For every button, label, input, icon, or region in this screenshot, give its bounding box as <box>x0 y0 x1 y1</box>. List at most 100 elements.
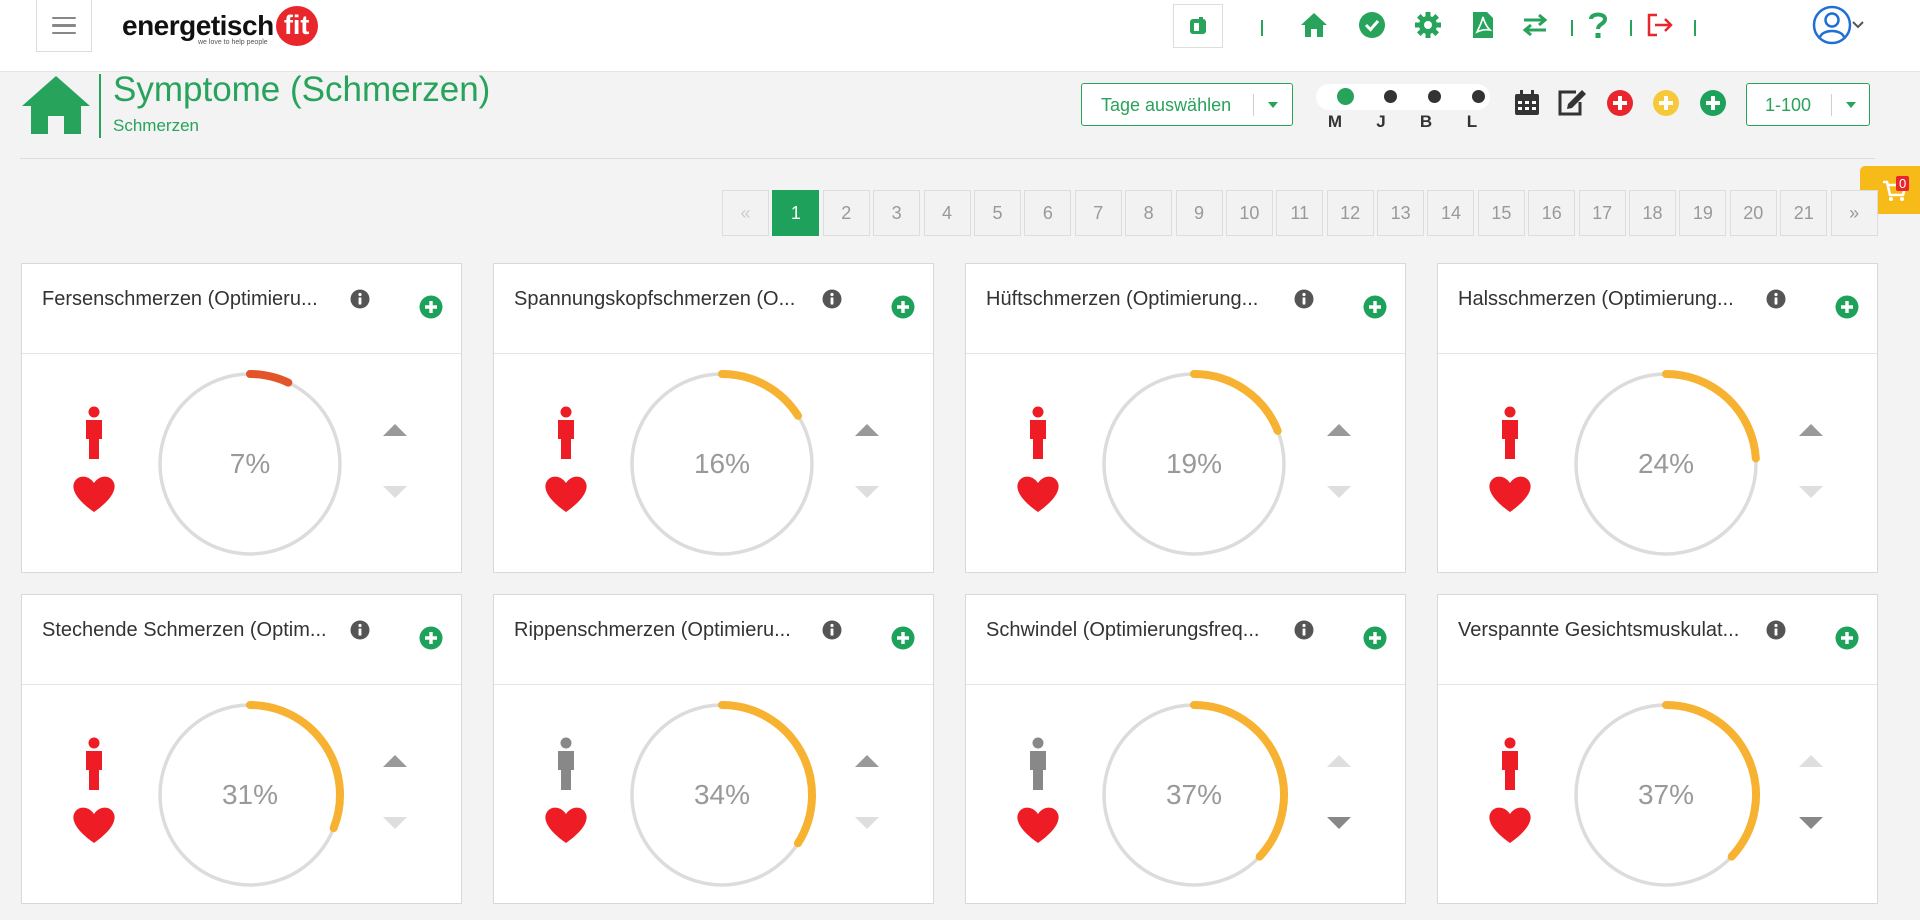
add-circle-icon[interactable] <box>1835 295 1859 319</box>
person-icon <box>1030 406 1046 459</box>
gauge-arc <box>718 701 816 848</box>
info-icon[interactable] <box>1294 620 1314 640</box>
add-yellow-button[interactable] <box>1650 87 1682 119</box>
pagination-page-3[interactable]: 3 <box>873 190 921 236</box>
nav-settings-button[interactable] <box>1413 10 1443 40</box>
calendar-button[interactable] <box>1511 87 1543 119</box>
pagination-page-2[interactable]: 2 <box>822 190 870 236</box>
pagination-page-10[interactable]: 10 <box>1225 190 1273 236</box>
pagination-page-11[interactable]: 11 <box>1276 190 1324 236</box>
pagination-prev[interactable]: « <box>722 190 769 236</box>
add-circle-icon[interactable] <box>1835 626 1859 650</box>
card-header: Rippenschmerzen (Optimieru... <box>494 595 933 685</box>
pagination-page-8[interactable]: 8 <box>1125 190 1173 236</box>
toggle-label-l: L <box>1466 112 1478 131</box>
move-down-arrow[interactable] <box>1327 817 1351 829</box>
nav-help-button[interactable] <box>1583 10 1613 40</box>
pagination-page-12[interactable]: 12 <box>1326 190 1374 236</box>
title-divider <box>99 74 101 138</box>
top-navbar: energetisch fit we love to help people <box>0 0 1920 72</box>
toggle-j[interactable] <box>1384 90 1397 103</box>
move-down-arrow[interactable] <box>383 486 407 498</box>
hamburger-menu-button[interactable] <box>36 0 92 52</box>
move-down-arrow[interactable] <box>1799 817 1823 829</box>
info-icon[interactable] <box>350 620 370 640</box>
heart-icon <box>1017 476 1059 512</box>
nav-home-button[interactable] <box>1299 10 1329 40</box>
pagination-page-19[interactable]: 19 <box>1679 190 1727 236</box>
gauge-arc <box>1190 701 1288 861</box>
add-circle-icon[interactable] <box>1363 626 1387 650</box>
edit-button[interactable] <box>1556 87 1588 119</box>
person-icon <box>1502 737 1518 790</box>
person-icon <box>86 406 102 459</box>
pagination-next[interactable]: » <box>1830 190 1878 236</box>
add-green-icon <box>1700 90 1726 116</box>
pagination-page-21[interactable]: 21 <box>1780 190 1828 236</box>
nav-transfer-button[interactable] <box>1520 10 1550 40</box>
pagination-page-20[interactable]: 20 <box>1729 190 1777 236</box>
logo-tagline: we love to help people <box>198 39 268 46</box>
add-circle-icon[interactable] <box>891 295 915 319</box>
move-up-arrow[interactable] <box>1327 424 1351 436</box>
move-down-arrow[interactable] <box>1327 486 1351 498</box>
pagination-page-15[interactable]: 15 <box>1477 190 1525 236</box>
move-down-arrow[interactable] <box>855 486 879 498</box>
info-icon[interactable] <box>1766 620 1786 640</box>
nav-check-button[interactable] <box>1357 10 1387 40</box>
notification-button[interactable] <box>1173 4 1223 48</box>
pagination-page-5[interactable]: 5 <box>973 190 1021 236</box>
brand-logo[interactable]: energetisch fit we love to help people <box>122 6 318 46</box>
nav-logout-button[interactable] <box>1645 10 1675 40</box>
user-menu-button[interactable] <box>1808 5 1868 45</box>
gauge-arc <box>246 701 344 833</box>
move-up-arrow[interactable] <box>855 424 879 436</box>
info-icon[interactable] <box>822 620 842 640</box>
toggle-m[interactable] <box>1337 88 1354 105</box>
toggle-b[interactable] <box>1428 90 1441 103</box>
add-circle-icon[interactable] <box>419 626 443 650</box>
info-icon[interactable] <box>822 289 842 309</box>
info-icon[interactable] <box>350 289 370 309</box>
card-header: Fersenschmerzen (Optimieru... <box>22 264 461 354</box>
pagination-page-17[interactable]: 17 <box>1578 190 1626 236</box>
edit-icon <box>1558 90 1586 116</box>
move-up-arrow[interactable] <box>383 424 407 436</box>
move-down-arrow[interactable] <box>383 817 407 829</box>
symptom-card: Hüftschmerzen (Optimierung... 19% <box>965 263 1406 573</box>
range-select-dropdown[interactable]: 1-100 <box>1746 83 1870 126</box>
move-up-arrow[interactable] <box>1799 424 1823 436</box>
progress-gauge <box>1102 370 1286 556</box>
move-up-arrow[interactable] <box>1799 755 1823 767</box>
pagination-page-9[interactable]: 9 <box>1175 190 1223 236</box>
pagination-page-4[interactable]: 4 <box>923 190 971 236</box>
nav-pdf-button[interactable] <box>1468 10 1498 40</box>
move-up-arrow[interactable] <box>1327 755 1351 767</box>
pagination-page-14[interactable]: 14 <box>1427 190 1475 236</box>
add-circle-icon[interactable] <box>1363 295 1387 319</box>
gauge-percent-label: 24% <box>1637 448 1695 479</box>
days-select-dropdown[interactable]: Tage auswählen <box>1081 83 1293 126</box>
pdf-icon <box>1473 12 1493 38</box>
toggle-label-m: M <box>1327 112 1343 131</box>
info-icon[interactable] <box>1766 289 1786 309</box>
pagination-page-16[interactable]: 16 <box>1528 190 1576 236</box>
toggle-l[interactable] <box>1472 90 1485 103</box>
pagination-page-1[interactable]: 1 <box>772 190 820 236</box>
add-circle-icon[interactable] <box>891 626 915 650</box>
gauge-percent-label: 37% <box>1637 779 1695 810</box>
pagination-page-18[interactable]: 18 <box>1629 190 1677 236</box>
move-down-arrow[interactable] <box>1799 486 1823 498</box>
move-up-arrow[interactable] <box>383 755 407 767</box>
card-header: Schwindel (Optimierungsfreq... <box>966 595 1405 685</box>
pagination-page-7[interactable]: 7 <box>1074 190 1122 236</box>
pagination-page-6[interactable]: 6 <box>1024 190 1072 236</box>
add-green-button[interactable] <box>1697 87 1729 119</box>
move-up-arrow[interactable] <box>855 755 879 767</box>
pagination-page-13[interactable]: 13 <box>1377 190 1425 236</box>
add-red-button[interactable] <box>1604 87 1636 119</box>
info-icon[interactable] <box>1294 289 1314 309</box>
add-circle-icon[interactable] <box>419 295 443 319</box>
card-header: Spannungskopfschmerzen (O... <box>494 264 933 354</box>
move-down-arrow[interactable] <box>855 817 879 829</box>
